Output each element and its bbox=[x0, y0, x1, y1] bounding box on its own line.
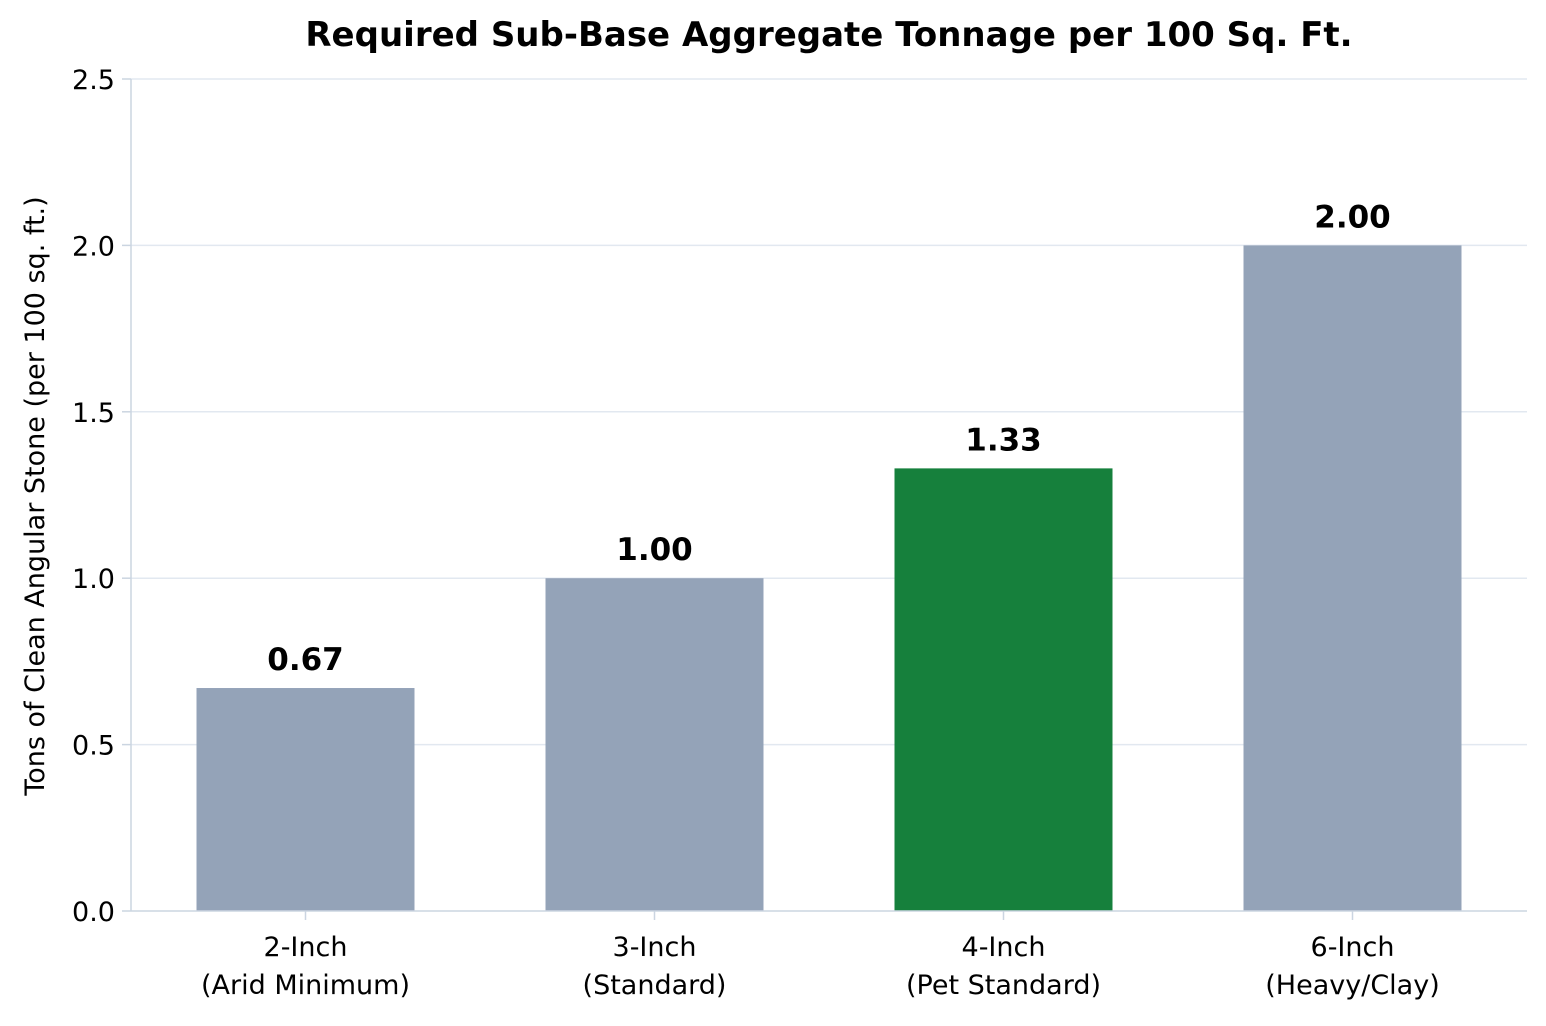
bar-value-label: 1.33 bbox=[965, 422, 1042, 458]
x-tick-label-line2: (Heavy/Clay) bbox=[1265, 970, 1439, 1001]
x-tick-label-line1: 2-Inch bbox=[264, 932, 348, 963]
x-tick-label-line1: 6-Inch bbox=[1311, 932, 1395, 963]
bar-value-label: 0.67 bbox=[267, 642, 344, 678]
y-axis-label: Tons of Clean Angular Stone (per 100 sq.… bbox=[20, 196, 51, 796]
y-tick-label: 1.0 bbox=[72, 564, 115, 595]
axes bbox=[122, 78, 1527, 920]
y-tick-label: 0.5 bbox=[72, 731, 115, 762]
bar bbox=[196, 688, 415, 911]
bar-value-label: 1.00 bbox=[616, 532, 693, 568]
y-tick-label: 2.0 bbox=[72, 231, 115, 262]
x-tick-label-line1: 4-Inch bbox=[962, 932, 1046, 963]
y-tick-label: 1.5 bbox=[72, 398, 115, 429]
chart-title: Required Sub-Base Aggregate Tonnage per … bbox=[305, 15, 1352, 55]
bar bbox=[894, 468, 1113, 911]
y-tick-label: 0.0 bbox=[72, 897, 115, 928]
x-tick-label-line2: (Pet Standard) bbox=[906, 970, 1101, 1001]
x-tick-label-line2: (Arid Minimum) bbox=[201, 970, 410, 1001]
bar bbox=[545, 578, 764, 911]
x-tick-label-line1: 3-Inch bbox=[613, 932, 697, 963]
bar bbox=[1243, 245, 1462, 911]
bars bbox=[196, 245, 1462, 911]
y-tick-label: 2.5 bbox=[72, 65, 115, 96]
x-tick-label-line2: (Standard) bbox=[583, 970, 727, 1001]
labels: 0.0 0.5 1.0 1.5 2.0 2.5 0.67 2-Inch (Arid Minimu… bbox=[72, 65, 1440, 1001]
bar-value-label: 2.00 bbox=[1314, 199, 1391, 235]
